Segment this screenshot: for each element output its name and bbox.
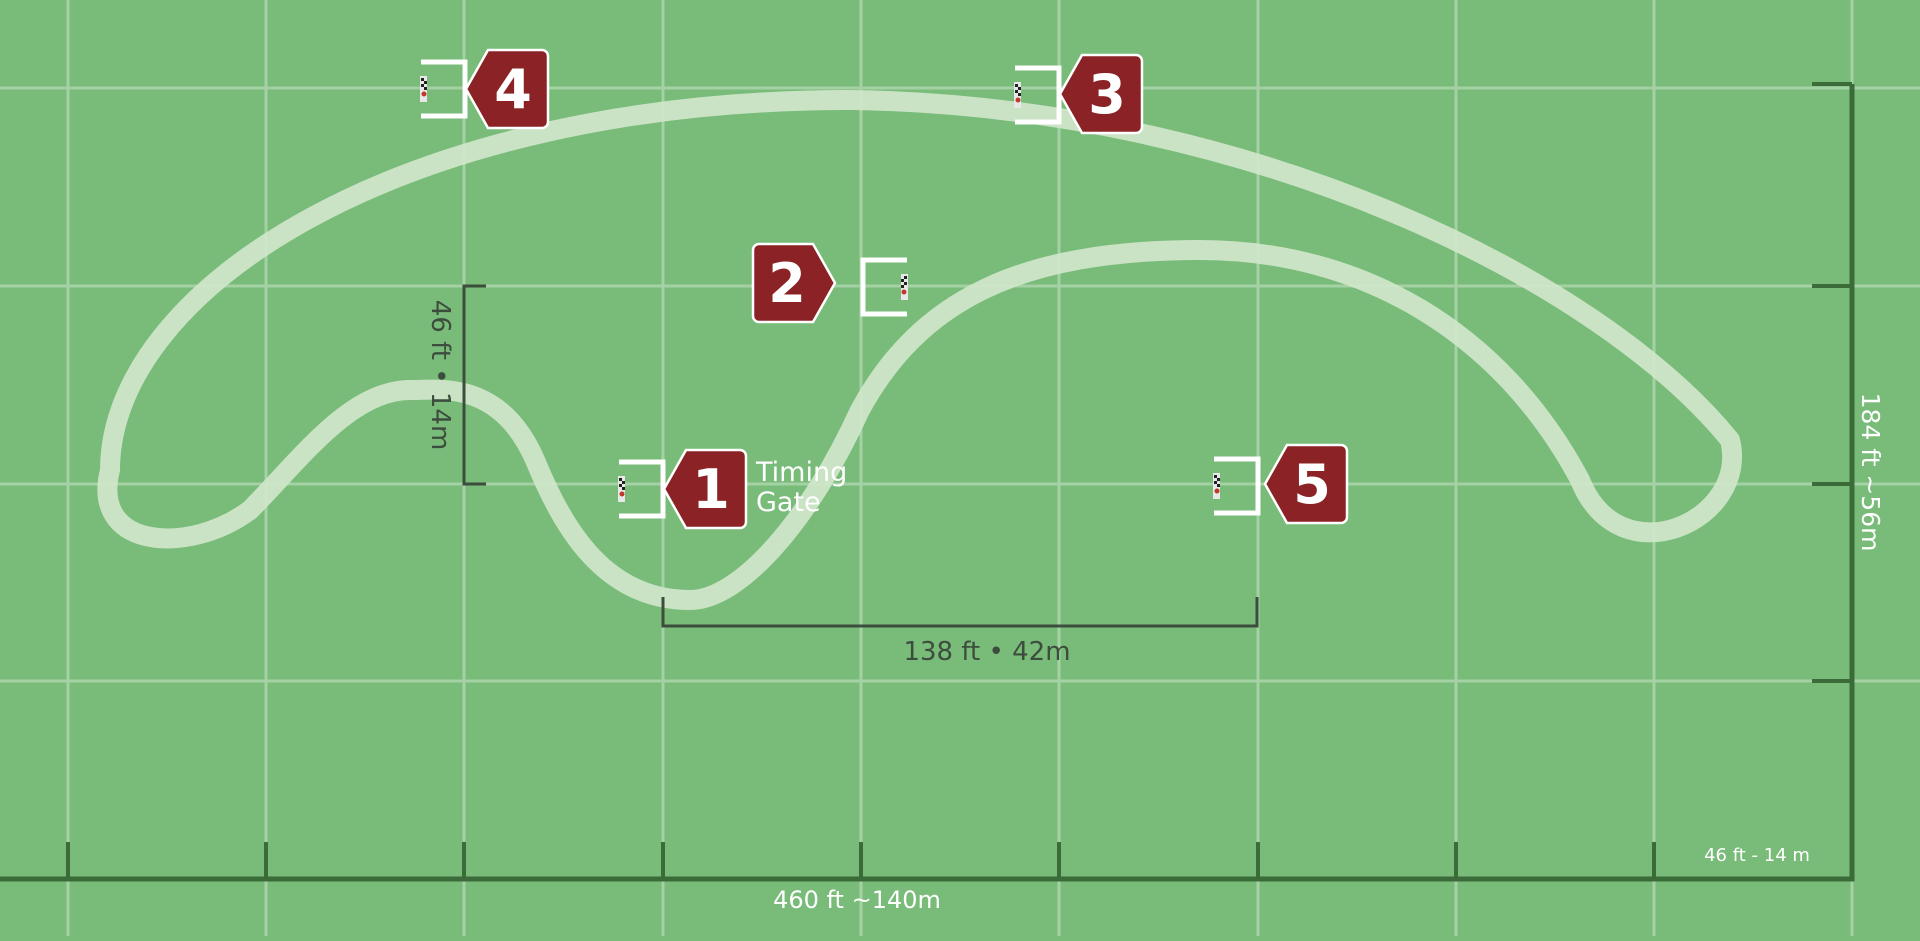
gate-icon	[618, 462, 663, 516]
gate-2[interactable]: 2	[751, 242, 908, 324]
timing-gate-label-line2: Gate	[756, 487, 821, 518]
gate-4[interactable]: 4	[420, 48, 550, 130]
measurement-rulers	[0, 82, 1855, 882]
total-width-label: 184 ft ~56m	[1856, 393, 1885, 552]
horizontal-gap-dimension: 138 ft • 42m	[903, 637, 1070, 667]
gate-number: 5	[1293, 453, 1331, 516]
gate-marker-badge	[751, 242, 837, 324]
gate-marker-badge	[464, 48, 550, 130]
total-length-label: 460 ft ~140m	[773, 886, 941, 914]
gate-number: 2	[768, 252, 806, 315]
gate-number: 4	[494, 58, 532, 121]
gate-1[interactable]: 1	[618, 448, 748, 530]
track-path	[97, 90, 1742, 610]
gate-marker-badge	[1263, 443, 1349, 525]
gate-number: 1	[692, 458, 730, 521]
vertical-gap-dimension: 46 ft • 14m	[425, 300, 455, 451]
gate-number: 3	[1088, 63, 1126, 126]
gate-5[interactable]: 5	[1213, 443, 1349, 525]
gate-marker-badge	[1058, 53, 1144, 135]
gate-icon	[1213, 459, 1258, 513]
timing-gate-label-line1: Timing	[755, 457, 847, 488]
gate-3[interactable]: 3	[1014, 53, 1144, 135]
grid-scale-label: 46 ft - 14 m	[1704, 845, 1810, 866]
gate-marker-badge	[662, 448, 748, 530]
